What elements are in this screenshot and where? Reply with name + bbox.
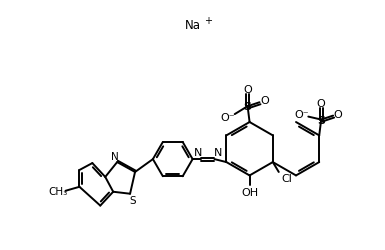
Text: OH: OH <box>241 188 258 198</box>
Text: N: N <box>193 148 202 158</box>
Text: N: N <box>214 148 223 158</box>
Text: N: N <box>111 152 119 162</box>
Text: O⁻: O⁻ <box>221 113 235 122</box>
Text: Cl: Cl <box>281 173 292 183</box>
Text: O⁻: O⁻ <box>294 109 309 119</box>
Text: +: + <box>204 16 212 26</box>
Text: O: O <box>243 85 252 95</box>
Text: S: S <box>130 195 136 205</box>
Text: O: O <box>260 96 269 106</box>
Text: Na: Na <box>185 18 201 32</box>
Text: S: S <box>317 115 325 125</box>
Text: S: S <box>244 102 252 112</box>
Text: O: O <box>334 109 343 119</box>
Text: O: O <box>317 98 326 108</box>
Text: CH₃: CH₃ <box>48 186 67 196</box>
